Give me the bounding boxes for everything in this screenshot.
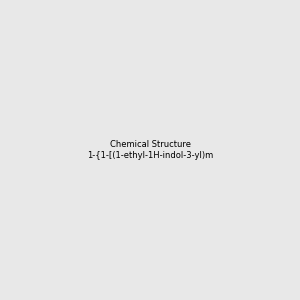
Text: Chemical Structure
1-{1-[(1-ethyl-1H-indol-3-yl)m: Chemical Structure 1-{1-[(1-ethyl-1H-ind… [87, 140, 213, 160]
